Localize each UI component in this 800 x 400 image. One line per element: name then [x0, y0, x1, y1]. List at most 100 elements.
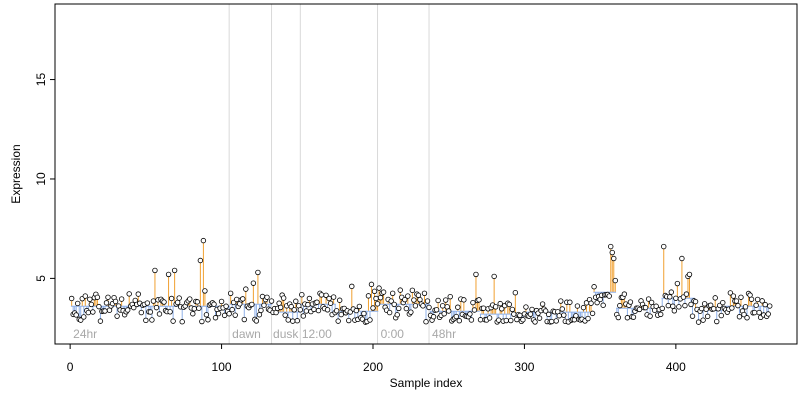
sample-point: [144, 300, 151, 306]
sample-point: [335, 318, 341, 324]
sample-point: [511, 311, 517, 317]
sample-point: [630, 314, 637, 320]
sample-point: [168, 295, 175, 302]
sample-point: [735, 302, 741, 309]
sample-point: [373, 295, 379, 302]
sample-point: [420, 303, 426, 309]
sample-point: [588, 300, 594, 306]
sample-point: [112, 298, 119, 305]
sample-point: [573, 313, 579, 319]
sample-point: [520, 317, 526, 323]
sample-point: [553, 318, 559, 324]
sample-point: [742, 304, 749, 310]
sample-point: [250, 280, 257, 286]
sample-point: [149, 317, 155, 323]
sample-point: [285, 317, 291, 323]
sample-point: [748, 296, 755, 302]
sample-point: [527, 311, 534, 317]
sample-point: [683, 291, 690, 297]
sample-point: [754, 296, 761, 303]
sample-point: [645, 296, 652, 302]
sample-point: [205, 317, 211, 323]
sample-point: [311, 306, 317, 313]
sample-point: [736, 314, 743, 320]
sample-point: [591, 284, 597, 290]
sample-point: [315, 307, 322, 314]
sample-point: [196, 305, 202, 311]
sample-point: [667, 294, 673, 300]
sample-point: [78, 317, 84, 323]
sample-point: [647, 313, 653, 319]
sample-point: [658, 311, 664, 318]
sample-point: [476, 297, 482, 303]
sample-point: [68, 295, 75, 302]
sample-point: [661, 243, 667, 250]
sample-point: [700, 317, 706, 323]
sample-point: [648, 299, 655, 306]
sample-point: [353, 307, 360, 314]
sample-point: [97, 318, 104, 324]
sample-point: [670, 303, 676, 309]
sample-point: [508, 317, 514, 324]
sample-point: [611, 255, 617, 262]
sample-point: [336, 297, 343, 303]
sample-point: [371, 288, 378, 295]
x-tick-label: 100: [212, 360, 232, 374]
sample-point: [417, 296, 423, 303]
sample-point: [704, 313, 711, 320]
sample-point: [668, 289, 675, 295]
sample-point: [430, 314, 437, 320]
sample-point: [126, 291, 132, 297]
sample-point: [730, 293, 737, 299]
sample-point: [433, 307, 440, 313]
sample-point: [377, 294, 384, 301]
group-label: 48hr: [432, 327, 456, 341]
sample-point: [75, 300, 81, 307]
sample-point: [323, 292, 329, 298]
sample-point: [156, 311, 163, 317]
sample-point: [258, 307, 264, 314]
sample-point: [471, 307, 478, 313]
sample-point: [636, 306, 643, 313]
sample-point: [765, 311, 771, 317]
sample-point: [135, 291, 141, 297]
sample-point: [200, 237, 207, 244]
sample-point: [367, 317, 373, 323]
sample-point: [227, 290, 234, 296]
sample-point: [517, 312, 523, 319]
sample-point: [453, 313, 459, 320]
sample-point: [87, 296, 93, 302]
sample-point: [756, 309, 762, 316]
sample-point: [171, 267, 178, 274]
sample-point: [94, 294, 101, 300]
sample-point: [288, 303, 294, 310]
point-layer: [68, 237, 773, 325]
sample-point: [744, 315, 750, 321]
sample-point: [405, 293, 411, 299]
sample-point: [624, 315, 631, 321]
sample-point: [85, 309, 92, 316]
sample-point: [442, 297, 449, 303]
x-tick-label: 200: [363, 360, 383, 374]
sample-point: [609, 249, 615, 256]
sample-point: [718, 312, 724, 319]
sample-point: [403, 305, 410, 312]
sample-point: [409, 287, 416, 294]
sample-point: [394, 312, 400, 318]
sample-point: [446, 308, 452, 314]
sample-point: [468, 317, 475, 323]
sample-point: [612, 277, 618, 284]
sample-point: [545, 311, 552, 318]
sample-point: [386, 309, 393, 316]
sample-point: [170, 318, 176, 324]
sample-point: [600, 302, 606, 308]
sample-point: [529, 306, 535, 313]
sample-point: [712, 295, 718, 301]
sample-point: [293, 298, 299, 304]
sample-point: [397, 287, 403, 293]
sample-point: [338, 311, 344, 318]
sample-point: [282, 312, 288, 318]
sample-point: [686, 271, 693, 278]
